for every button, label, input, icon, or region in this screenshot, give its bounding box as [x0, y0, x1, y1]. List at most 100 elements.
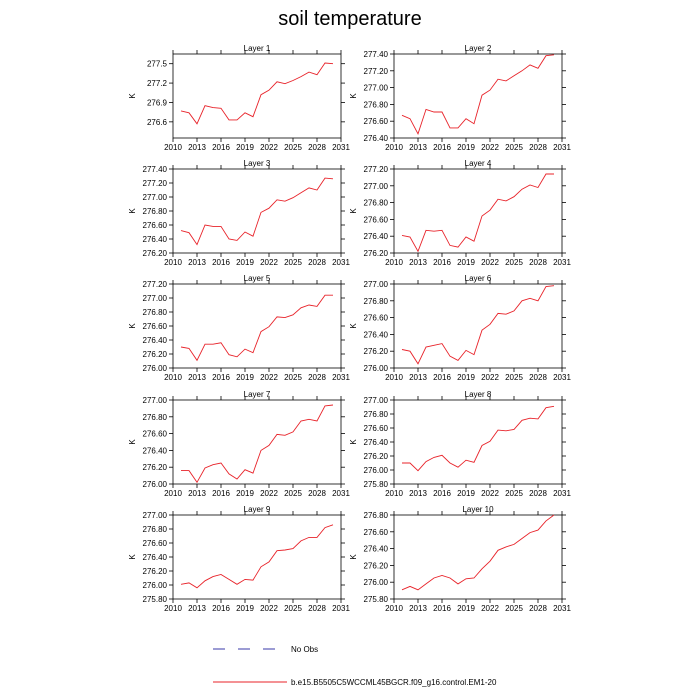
panel-layer-2: Layer 2 276.40 276.60 276.80 277.00 277.20 277… [349, 44, 571, 152]
x-tick-label: 2010 [164, 258, 182, 267]
x-tick-label: 2028 [308, 143, 326, 152]
y-tick-label: 276.40 [364, 438, 389, 447]
x-tick-label: 2022 [260, 604, 278, 613]
y-tick-label: 276.00 [143, 581, 168, 590]
y-tick-label: 276.60 [143, 430, 168, 439]
x-tick-label: 2019 [457, 489, 475, 498]
x-tick-label: 2025 [284, 373, 302, 382]
y-tick-label: 275.80 [143, 595, 168, 604]
panel-layer-5: Layer 5 276.00 276.20 276.40 276.60 276.80 277… [128, 274, 350, 382]
y-tick-label: 277.20 [364, 67, 389, 76]
x-tick-label: 2019 [236, 373, 254, 382]
series-line [402, 405, 555, 472]
x-tick-label: 2016 [212, 258, 230, 267]
panel-title: Layer 5 [244, 274, 271, 283]
x-tick-label: 2010 [385, 143, 403, 152]
x-tick-label: 2031 [553, 604, 571, 613]
y-tick-label: 277.00 [364, 396, 389, 405]
x-tick-label: 2031 [332, 604, 350, 613]
y-axis-label: K [349, 93, 358, 99]
x-tick-label: 2010 [385, 373, 403, 382]
y-tick-label: 277.20 [364, 165, 389, 174]
y-tick-label: 276.40 [143, 446, 168, 455]
x-tick-label: 2010 [164, 604, 182, 613]
x-tick-label: 2019 [236, 604, 254, 613]
y-tick-label: 277.5 [147, 60, 168, 69]
y-axis-label: K [128, 554, 137, 560]
x-tick-label: 2016 [433, 604, 451, 613]
y-tick-label: 277.00 [364, 280, 389, 289]
y-tick-label: 276.40 [364, 330, 389, 339]
panel-layer-1: Layer 1 276.6 276.9 277.2 277.5 2010 2013 2016 2… [128, 44, 350, 152]
x-tick-label: 2025 [284, 258, 302, 267]
x-tick-label: 2010 [164, 143, 182, 152]
x-tick-label: 2025 [284, 143, 302, 152]
y-axis-label: K [128, 439, 137, 445]
y-tick-label: 276.40 [143, 235, 168, 244]
x-tick-label: 2031 [332, 258, 350, 267]
y-tick-label: 277.20 [143, 280, 168, 289]
panel-title: Layer 4 [465, 159, 492, 168]
panel-title: Layer 3 [244, 159, 271, 168]
x-tick-label: 2019 [457, 373, 475, 382]
panel-title: Layer 10 [462, 505, 494, 514]
plot-frame [172, 53, 342, 139]
x-tick-label: 2025 [505, 604, 523, 613]
y-tick-label: 277.00 [143, 396, 168, 405]
plot-frame [393, 514, 563, 600]
y-tick-label: 276.60 [143, 221, 168, 230]
y-tick-label: 276.6 [147, 118, 168, 127]
y-tick-label: 276.80 [143, 308, 168, 317]
y-tick-label: 276.80 [143, 525, 168, 534]
y-tick-label: 275.80 [364, 480, 389, 489]
y-tick-label: 276.60 [143, 539, 168, 548]
y-tick-label: 276.80 [364, 511, 389, 520]
x-tick-label: 2022 [260, 489, 278, 498]
y-tick-label: 276.40 [364, 545, 389, 554]
y-tick-label: 276.9 [147, 98, 168, 107]
y-tick-label: 276.80 [364, 199, 389, 208]
y-axis-label: K [128, 93, 137, 99]
panel-layer-6: Layer 6 276.00 276.20 276.40 276.60 276.80 277… [349, 274, 571, 382]
x-tick-label: 2019 [457, 258, 475, 267]
y-tick-label: 276.40 [364, 232, 389, 241]
x-tick-label: 2025 [284, 604, 302, 613]
y-axis-label: K [349, 323, 358, 329]
x-tick-label: 2019 [457, 604, 475, 613]
y-axis-label: K [349, 554, 358, 560]
x-tick-label: 2013 [409, 143, 427, 152]
x-tick-label: 2010 [164, 489, 182, 498]
plot-frame [393, 283, 563, 369]
x-tick-label: 2022 [481, 604, 499, 613]
x-tick-label: 2016 [433, 373, 451, 382]
x-tick-label: 2025 [284, 489, 302, 498]
y-axis-label: K [128, 208, 137, 214]
x-tick-label: 2028 [529, 489, 547, 498]
series-line [180, 524, 334, 589]
series-line [180, 177, 334, 246]
y-tick-label: 276.60 [364, 117, 389, 126]
x-tick-label: 2013 [188, 604, 206, 613]
x-tick-label: 2028 [529, 143, 547, 152]
panel-layer-9: Layer 9 275.80 276.00 276.20 276.40 276.60 276… [128, 505, 350, 613]
plot-frame [172, 168, 342, 254]
chart-title: soil temperature [278, 8, 422, 30]
panel-title: Layer 8 [465, 390, 492, 399]
x-tick-label: 2016 [212, 373, 230, 382]
y-tick-label: 276.20 [364, 452, 389, 461]
x-tick-label: 2013 [188, 258, 206, 267]
x-tick-label: 2013 [188, 373, 206, 382]
y-tick-label: 276.80 [364, 297, 389, 306]
y-tick-label: 276.60 [143, 322, 168, 331]
y-tick-label: 275.80 [364, 595, 389, 604]
x-tick-label: 2013 [188, 489, 206, 498]
y-tick-label: 276.40 [364, 134, 389, 143]
x-tick-label: 2022 [481, 143, 499, 152]
series-line [181, 404, 334, 484]
series-line [180, 62, 334, 125]
series-line [180, 294, 333, 362]
y-tick-label: 276.20 [364, 249, 389, 258]
y-axis-label: K [349, 208, 358, 214]
y-tick-label: 276.20 [143, 567, 168, 576]
y-tick-label: 276.80 [143, 413, 168, 422]
